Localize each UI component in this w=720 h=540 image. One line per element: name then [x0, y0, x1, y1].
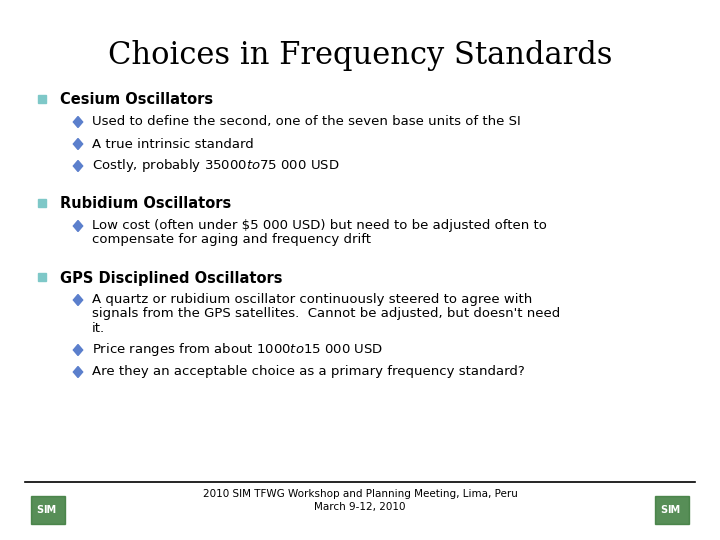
Text: Costly, probably $35 000 to $75 000 USD: Costly, probably $35 000 to $75 000 USD — [92, 158, 340, 174]
Text: Price ranges from about $1 000 to $15 000 USD: Price ranges from about $1 000 to $15 00… — [92, 341, 383, 359]
Bar — [38, 199, 46, 207]
Text: A true intrinsic standard: A true intrinsic standard — [92, 138, 253, 151]
Text: signals from the GPS satellites.  Cannot be adjusted, but doesn't need: signals from the GPS satellites. Cannot … — [92, 307, 560, 321]
Bar — [38, 273, 46, 281]
Polygon shape — [73, 367, 83, 377]
Text: GPS Disciplined Oscillators: GPS Disciplined Oscillators — [60, 271, 282, 286]
Text: A quartz or rubidium oscillator continuously steered to agree with: A quartz or rubidium oscillator continuo… — [92, 294, 532, 307]
Text: it.: it. — [92, 321, 105, 334]
Polygon shape — [73, 220, 83, 232]
Bar — [31, 496, 65, 524]
Text: March 9-12, 2010: March 9-12, 2010 — [314, 502, 406, 512]
Polygon shape — [73, 345, 83, 355]
Text: S: S — [36, 505, 43, 515]
Polygon shape — [73, 117, 83, 127]
Text: Cesium Oscillators: Cesium Oscillators — [60, 92, 213, 107]
Polygon shape — [73, 294, 83, 306]
Bar — [38, 95, 46, 103]
Polygon shape — [73, 138, 83, 150]
Text: Used to define the second, one of the seven base units of the SI: Used to define the second, one of the se… — [92, 116, 521, 129]
Polygon shape — [73, 160, 83, 172]
Text: 2010 SIM TFWG Workshop and Planning Meeting, Lima, Peru: 2010 SIM TFWG Workshop and Planning Meet… — [202, 489, 518, 499]
Text: IM: IM — [43, 505, 57, 515]
Text: Rubidium Oscillators: Rubidium Oscillators — [60, 197, 231, 212]
Text: Low cost (often under $5 000 USD) but need to be adjusted often to: Low cost (often under $5 000 USD) but ne… — [92, 219, 547, 233]
Text: IM: IM — [667, 505, 680, 515]
Text: S: S — [660, 505, 667, 515]
Text: Choices in Frequency Standards: Choices in Frequency Standards — [108, 40, 612, 71]
Bar — [655, 496, 689, 524]
Text: Are they an acceptable choice as a primary frequency standard?: Are they an acceptable choice as a prima… — [92, 366, 525, 379]
Text: compensate for aging and frequency drift: compensate for aging and frequency drift — [92, 233, 371, 246]
